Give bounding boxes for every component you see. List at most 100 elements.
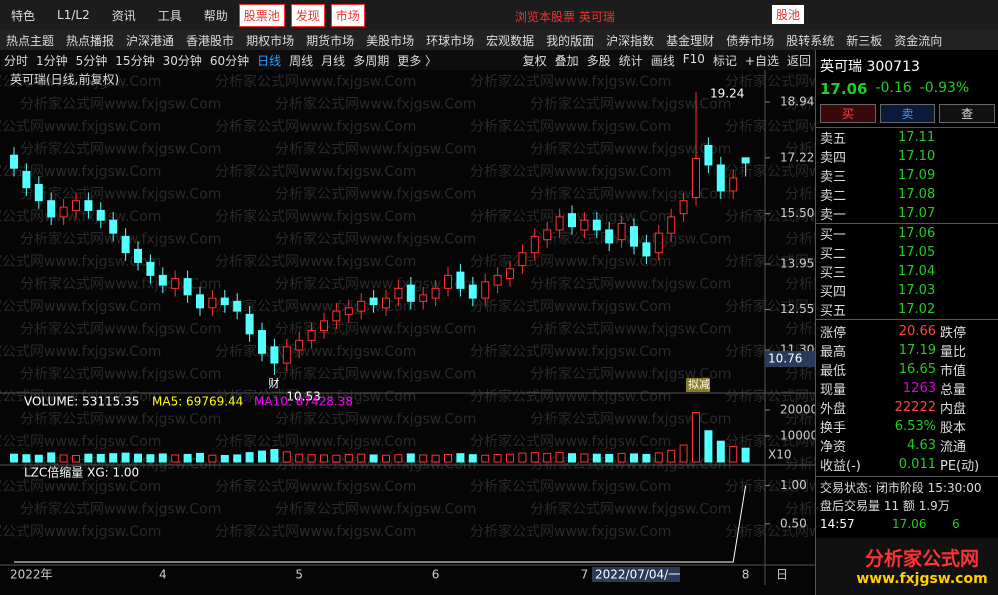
period-button[interactable]: 更多 〉: [397, 53, 438, 68]
action-button[interactable]: 叠加: [554, 53, 579, 68]
menu-item[interactable]: L1/L2: [57, 8, 90, 22]
volume-bar: [332, 454, 341, 463]
volume-bar: [543, 452, 552, 463]
menu-item[interactable]: 市场: [330, 3, 365, 27]
menu-item[interactable]: 股票池: [238, 3, 285, 27]
nav-tab[interactable]: 新三板: [846, 33, 883, 48]
candle-body: [146, 261, 155, 276]
volume-bar: [282, 451, 291, 463]
watermark: 分析家公式网www.fxjgsw.Com: [530, 501, 731, 518]
candle-body: [270, 346, 279, 364]
volume-bar: [506, 453, 514, 463]
watermark: 分析家公式网www.fxjgsw.Com: [470, 343, 671, 360]
nav-tab[interactable]: 期货市场: [306, 33, 355, 48]
watermark: 分析家公式网www.fxjgsw.Com: [215, 298, 416, 315]
nav-tab[interactable]: 我的版面: [546, 33, 595, 48]
nav-tab[interactable]: 热点播报: [66, 33, 115, 48]
candle-body: [468, 284, 477, 299]
indicator-line: [14, 485, 747, 563]
period-button[interactable]: 周线: [289, 53, 314, 68]
action-button[interactable]: 画线: [650, 53, 675, 68]
volume-bar: [146, 454, 155, 463]
volume-bar: [245, 452, 254, 463]
candle-body: [692, 157, 700, 198]
volume-bar: [22, 454, 31, 463]
volume-bar: [592, 453, 601, 463]
nav-tab[interactable]: 香港股市: [186, 33, 235, 48]
watermark: 分析家公式网www.fxjgsw.Com: [530, 141, 731, 158]
order-label: 买四: [820, 285, 847, 300]
volume-bar: [307, 454, 316, 463]
watermark: 分析家公式网www.fxjgsw.Com: [20, 366, 221, 383]
action-button[interactable]: F10: [682, 51, 705, 66]
nav-tab[interactable]: 债券市场: [726, 33, 775, 48]
volume-bar: [654, 452, 663, 463]
period-button[interactable]: 1分钟: [36, 53, 68, 68]
candle-body: [59, 206, 68, 218]
candle-body: [109, 219, 118, 234]
menu-item[interactable]: 发现: [290, 3, 325, 27]
volume-bar: [84, 453, 93, 463]
watermark: 分析家公式网www.fxjgsw.Com: [725, 433, 815, 450]
tick-cell: 14:57: [820, 517, 855, 531]
period-button[interactable]: 60分钟: [209, 53, 250, 68]
watermark: 分析家公式网www.fxjgsw.Com: [785, 321, 815, 338]
action-button[interactable]: 多股: [586, 53, 611, 68]
menu-item[interactable]: 资讯: [111, 8, 136, 23]
watermark: 分析家公式网www.fxjgsw.Com: [725, 73, 815, 90]
watermark: 分析家公式网www.fxjgsw.Com: [0, 478, 161, 495]
pool-button[interactable]: 股池: [772, 5, 805, 24]
period-button[interactable]: 15分钟: [115, 53, 155, 68]
action-button[interactable]: +自选: [744, 53, 779, 68]
order-price: 17.09: [898, 168, 936, 183]
menu-bar: 特色 L1/L2 资讯 工具 帮助 股票池 发现 市场: [0, 0, 998, 30]
watermark: 分析家公式网www.fxjgsw.Com: [0, 523, 161, 540]
action-button[interactable]: 返回: [786, 53, 811, 68]
price-row: 17.06 -0.16 -0.93%: [816, 78, 998, 100]
volume-bar: [369, 454, 378, 463]
nav-tab[interactable]: 资金流向: [894, 33, 943, 48]
stat-row: 换手 6.53% 股本: [820, 417, 995, 436]
menu-item[interactable]: 特色: [11, 8, 36, 23]
menu-item[interactable]: 帮助: [203, 8, 228, 23]
action-button[interactable]: 标记: [712, 53, 737, 68]
nav-tab[interactable]: 美股市场: [366, 33, 415, 48]
x-tick-label: 7: [581, 568, 589, 582]
trade-button[interactable]: 查: [939, 104, 996, 123]
menu-item[interactable]: 工具: [157, 8, 182, 23]
logo: 分析家公式网 www.fxjgsw.com: [816, 538, 998, 595]
x-end-label: 日: [776, 568, 788, 582]
volume-bar: [10, 453, 18, 463]
candle-body: [630, 226, 638, 247]
candle-body: [369, 297, 378, 306]
nav-tab[interactable]: 环球市场: [426, 33, 475, 48]
nav-tab[interactable]: 基金理财: [666, 33, 715, 48]
action-button[interactable]: 统计: [618, 53, 643, 68]
watermark: 分析家公式网www.fxjgsw.Com: [0, 298, 161, 315]
period-button[interactable]: 分时: [4, 53, 29, 68]
period-button[interactable]: 5分钟: [75, 53, 108, 68]
action-button[interactable]: 复权: [522, 53, 547, 68]
candle-body: [344, 307, 353, 315]
watermark: 分析家公式网www.fxjgsw.Com: [470, 163, 671, 180]
toolbar-actions: 复权 叠加 多股 统计 画线 F10 标记 +自选 返回: [518, 51, 815, 69]
trade-button[interactable]: 卖: [879, 104, 936, 123]
nav-tab[interactable]: 沪深指数: [606, 33, 655, 48]
nav-tab[interactable]: 期权市场: [246, 33, 295, 48]
watermark: 分析家公式网www.fxjgsw.Com: [725, 163, 815, 180]
nav-tab[interactable]: 沪深港通: [126, 33, 175, 48]
period-button[interactable]: 月线: [321, 53, 346, 68]
period-button[interactable]: 多周期: [353, 53, 390, 68]
period-button[interactable]: 日线: [257, 53, 282, 68]
nav-tab[interactable]: 股转系统: [786, 33, 835, 48]
volume-bar: [580, 453, 589, 463]
trade-button[interactable]: 买: [820, 104, 876, 123]
candle-body: [592, 219, 601, 231]
stat-label: 股本: [940, 421, 967, 436]
stat-label: 现量: [820, 383, 847, 398]
indicator-header: LZC倍缩量 XG: 1.00: [24, 465, 139, 480]
period-button[interactable]: 30分钟: [162, 53, 202, 68]
nav-tab[interactable]: 热点主题: [6, 33, 55, 48]
nav-tab[interactable]: 宏观数据: [486, 33, 535, 48]
quote-change: -0.16: [875, 80, 912, 96]
